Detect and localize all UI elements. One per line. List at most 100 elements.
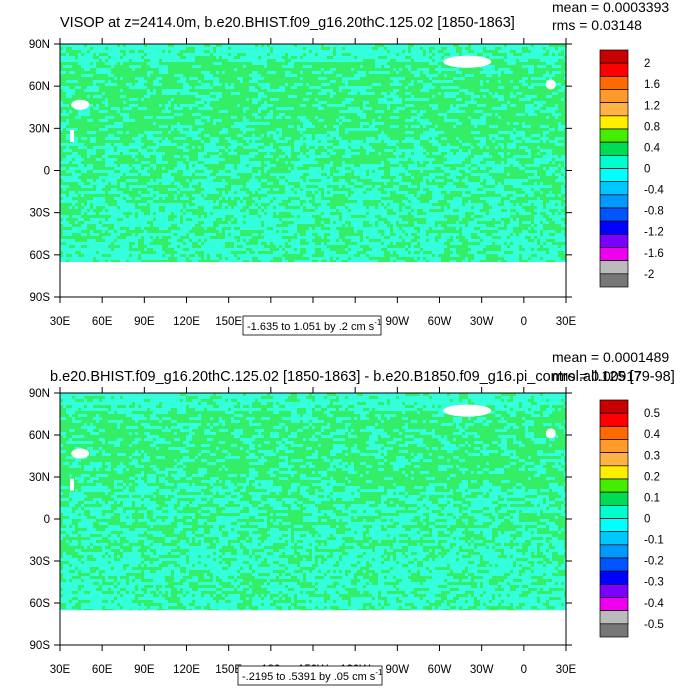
panel1-colorbar-label: -0.4 [644,185,664,197]
panel1-colorbar-box [599,260,629,275]
panel2-xtick-label: 0 [521,664,527,676]
panel1-colorbar-box [599,128,629,143]
panel2-colorbar-box [599,465,629,480]
panel2-range-box [237,665,383,686]
panel2-colorbar-label: 0.4 [644,429,661,441]
panel2-colorbar-box [599,504,629,519]
panel2-antarctica-mask [60,610,566,645]
panel1-colorbar-box [599,247,629,262]
panel2-chart: b.e20.BHIST.f09_g16.20thC.125.02 [1850-1… [29,349,675,686]
panel1-colorbar-box [599,220,629,235]
panel2-ytick-label: 90S [30,640,51,652]
panel2-range-label: -.2195 to .5391 by .05 cm s-1 [242,668,383,683]
panel2-colorbar-box [599,531,629,546]
panel1-xtick-label: 90E [134,316,155,328]
panel1-chart: VISOP at z=2414.0m, b.e20.BHIST.f09_g16.… [29,0,669,336]
panel1-colorbar-label: -2 [644,269,654,281]
panel2-colorbar-label: 0 [644,514,650,526]
panel2-xtick-label: 30E [556,664,577,676]
panel2-xtick-label: 150E [215,664,242,676]
panel1-colorbar-box [599,233,629,248]
panel2-colorbar-box [599,452,629,467]
panel1-colorbar-label: 1.2 [644,100,660,112]
panel2-ytick-label: 60N [29,430,50,442]
panel2-colorbar-label: -0.5 [644,619,664,631]
panel2-xtick-label: 90E [134,664,155,676]
panel2-ytick-label: 30S [30,556,51,568]
panel1-range-label: -1.635 to 1.051 by .2 cm s-1 [247,318,382,333]
panel2-xtick-label: 30W [470,664,494,676]
panel1-range-exponent: -1 [374,318,382,327]
panel1-xtick-label: 30E [556,316,577,328]
panel2-ytick-label: 0 [44,514,50,526]
panel2-colorbar-box [599,570,629,585]
panel2-colorbar-box [599,478,629,493]
panel2-colorbar-label: -0.3 [644,577,664,589]
panel2-xtick-label: 60W [428,664,452,676]
panel2-arctic-mask [545,428,556,439]
panel1-ytick-label: 90S [30,292,51,304]
panel1-colorbar-box [599,75,629,90]
panel1-colorbar-box [599,168,629,183]
panel1-ytick-label: 60S [30,250,51,262]
panel1-colorbar-box [599,102,629,117]
panel1-colorbar-box [599,141,629,156]
panel2-colorbar-box [599,439,629,454]
panel1-colorbar-box [599,49,629,64]
panel1-xtick-label: 60W [428,316,452,328]
panel2-colorbar-label: 0.5 [644,408,660,420]
panel2-colorbar-label: -0.1 [644,535,664,547]
panel2-ytick-label: 60S [30,598,51,610]
panel1-map-field [60,44,566,297]
panel2-colorbar-box [599,491,629,506]
panel1-ytick-label: 30N [29,123,50,135]
panel2-ytick-label: 90N [29,388,50,400]
panel1-title: VISOP at z=2414.0m, b.e20.BHIST.f09_g16.… [60,15,515,31]
panel1-colorbar-box [599,273,629,288]
panel1-colorbar-label: 1.6 [644,79,660,91]
panel2-colorbar-label: 0.1 [644,492,660,504]
panel2-colorbar-box [599,544,629,559]
panel2-colorbar-label: -0.2 [644,556,664,568]
panel2-colorbar-label: -0.4 [644,598,664,610]
panel1-ytick-label: 90N [29,39,50,51]
panel1-colorbar-label: -0.8 [644,206,664,218]
panel2-colorbar-box [599,583,629,598]
panel1-xtick-label: 150E [215,316,242,328]
panel2-hudson-mask [71,448,90,459]
panel2-xtick-label: 120E [173,664,200,676]
panel1-greenland-mask [443,55,492,68]
panel1-colorbar-box [599,89,629,104]
panel1-ytick-label: 30S [30,208,51,220]
panel2-colorbar-box [599,610,629,625]
panel2-colorbar-box [599,412,629,427]
panel2-colorbar-box [599,425,629,440]
panel1-xtick-label: 30E [50,316,71,328]
panel2-range-exponent: -1 [375,668,383,677]
panel2-colorbar-label: 0.3 [644,450,660,462]
panel2-mean-label: mean = 0.0001489 [552,349,669,365]
panel1-hudson-mask [71,99,90,110]
panel1-arctic-mask [545,79,556,90]
panel2-title: b.e20.BHIST.f09_g16.20thC.125.02 [1850-1… [50,369,675,385]
panel1-colorbar-label: 0 [644,164,650,176]
panel2-xtick-label: 90W [386,664,410,676]
panel1-colorbar-box [599,207,629,222]
panel1-xtick-label: 0 [521,316,527,328]
panel1-range-box [242,315,382,336]
panel1-colorbar-label: 0.8 [644,121,660,133]
panel2-map-field [60,393,566,645]
panel2-ytick-label: 30N [29,472,50,484]
panel1-xtick-label: 120E [173,316,200,328]
panel2-colorbar-box [599,623,629,638]
panel2-colorbar-box [599,597,629,612]
panel2-colorbar-box [599,518,629,533]
panel1-ytick-label: 0 [44,166,50,178]
panel2-rms-label: rms = 0.00917 [552,368,642,384]
panel1-xtick-label: 30W [470,316,494,328]
panel1-xtick-label: 90W [386,316,410,328]
panel1-colorbar-box [599,115,629,130]
panel1-colorbar-label: -1.6 [644,248,664,260]
panel2-greenland-mask [443,404,492,417]
